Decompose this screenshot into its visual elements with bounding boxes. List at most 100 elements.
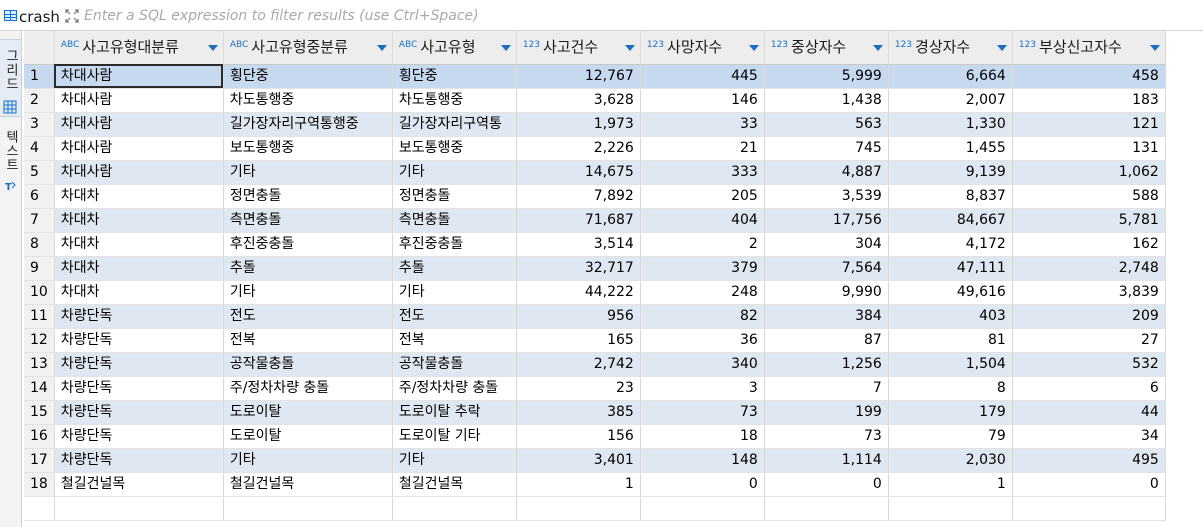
table-cell[interactable]: 차량단독: [54, 352, 224, 377]
row-number[interactable]: 17: [24, 448, 55, 473]
table-cell[interactable]: 차량단독: [54, 328, 224, 353]
table-cell[interactable]: 4,172: [888, 232, 1013, 257]
table-cell[interactable]: 3,401: [516, 448, 641, 473]
table-cell[interactable]: 3,514: [516, 232, 641, 257]
entity-name[interactable]: crash: [19, 8, 60, 26]
table-cell[interactable]: 44: [1012, 400, 1166, 425]
table-row[interactable]: 14 차량단독 주/정차차량 충돌 주/정차차량 충돌 23 3 7 8 6: [24, 376, 1166, 401]
row-number[interactable]: 13: [24, 352, 55, 377]
table-cell[interactable]: 2,742: [516, 352, 641, 377]
table-row[interactable]: 4 차대사람 보도통행중 보도통행중 2,226 21 745 1,455 131: [24, 136, 1166, 161]
table-cell[interactable]: 차량단독: [54, 424, 224, 449]
table-cell[interactable]: 445: [640, 64, 765, 89]
row-number[interactable]: 14: [24, 376, 55, 401]
table-cell[interactable]: 49,616: [888, 280, 1013, 305]
table-cell[interactable]: 205: [640, 184, 765, 209]
row-number[interactable]: 16: [24, 424, 55, 449]
table-cell[interactable]: 보도통행중: [392, 136, 517, 161]
table-cell[interactable]: 1,330: [888, 112, 1013, 137]
table-cell[interactable]: 79: [888, 424, 1013, 449]
column-header[interactable]: 123 사고건수: [516, 31, 641, 65]
table-cell[interactable]: 기타: [392, 280, 517, 305]
filter-dropdown-icon[interactable]: [996, 45, 1007, 51]
table-cell[interactable]: 1: [888, 472, 1013, 497]
table-cell[interactable]: 165: [516, 328, 641, 353]
column-header[interactable]: 123 경상자수: [888, 31, 1013, 65]
table-cell[interactable]: 2,226: [516, 136, 641, 161]
table-row[interactable]: 1 차대사람 횡단중 횡단중 12,767 445 5,999 6,664 458: [24, 64, 1166, 89]
row-number[interactable]: 9: [24, 256, 55, 281]
table-cell[interactable]: 183: [1012, 88, 1166, 113]
table-cell[interactable]: 차량단독: [54, 304, 224, 329]
table-cell[interactable]: 146: [640, 88, 765, 113]
table-cell[interactable]: 후진중충돌: [223, 232, 393, 257]
table-cell[interactable]: 6: [1012, 376, 1166, 401]
table-cell[interactable]: 기타: [223, 448, 393, 473]
table-cell[interactable]: 횡단중: [223, 64, 393, 89]
row-number[interactable]: 5: [24, 160, 55, 185]
table-cell[interactable]: 248: [640, 280, 765, 305]
table-cell[interactable]: 32,717: [516, 256, 641, 281]
table-row[interactable]: 13 차량단독 공작물충돌 공작물충돌 2,742 340 1,256 1,504 532: [24, 352, 1166, 377]
table-cell[interactable]: 전도: [392, 304, 517, 329]
table-cell[interactable]: 47,111: [888, 256, 1013, 281]
table-cell[interactable]: 7,564: [764, 256, 889, 281]
table-cell[interactable]: 기타: [392, 160, 517, 185]
table-cell[interactable]: 956: [516, 304, 641, 329]
table-cell[interactable]: 21: [640, 136, 765, 161]
table-cell[interactable]: 전복: [223, 328, 393, 353]
table-cell[interactable]: 차량단독: [54, 448, 224, 473]
filter-input[interactable]: [84, 6, 1194, 26]
row-number[interactable]: 7: [24, 208, 55, 233]
table-cell[interactable]: 1,256: [764, 352, 889, 377]
table-cell[interactable]: 563: [764, 112, 889, 137]
table-cell[interactable]: 차대차: [54, 280, 224, 305]
table-cell[interactable]: 1,973: [516, 112, 641, 137]
table-cell[interactable]: 차대사람: [54, 88, 224, 113]
table-row[interactable]: 16 차량단독 도로이탈 도로이탈 기타 156 18 73 79 34: [24, 424, 1166, 449]
table-cell[interactable]: 71,687: [516, 208, 641, 233]
table-cell[interactable]: 도로이탈: [223, 400, 393, 425]
row-number[interactable]: 15: [24, 400, 55, 425]
table-cell[interactable]: 전도: [223, 304, 393, 329]
table-cell[interactable]: 199: [764, 400, 889, 425]
table-cell[interactable]: 44,222: [516, 280, 641, 305]
table-cell[interactable]: 5,999: [764, 64, 889, 89]
table-cell[interactable]: 588: [1012, 184, 1166, 209]
table-cell[interactable]: 131: [1012, 136, 1166, 161]
table-cell[interactable]: 384: [764, 304, 889, 329]
table-cell[interactable]: 23: [516, 376, 641, 401]
table-cell[interactable]: 33: [640, 112, 765, 137]
table-cell[interactable]: 340: [640, 352, 765, 377]
table-cell[interactable]: 전복: [392, 328, 517, 353]
table-cell[interactable]: 정면충돌: [392, 184, 517, 209]
table-cell[interactable]: 차대차: [54, 232, 224, 257]
table-cell[interactable]: 532: [1012, 352, 1166, 377]
column-header[interactable]: ABC 사고유형중분류: [223, 31, 393, 65]
table-cell[interactable]: 차대사람: [54, 136, 224, 161]
table-cell[interactable]: 18: [640, 424, 765, 449]
row-number[interactable]: 12: [24, 328, 55, 353]
row-number[interactable]: 10: [24, 280, 55, 305]
table-cell[interactable]: 81: [888, 328, 1013, 353]
table-cell[interactable]: 후진중충돌: [392, 232, 517, 257]
table-cell[interactable]: 2: [640, 232, 765, 257]
tab-grid[interactable]: 그리드: [0, 39, 21, 117]
table-cell[interactable]: 73: [764, 424, 889, 449]
table-cell[interactable]: 4,887: [764, 160, 889, 185]
table-cell[interactable]: 9,990: [764, 280, 889, 305]
table-cell[interactable]: 보도통행중: [223, 136, 393, 161]
table-cell[interactable]: 1,114: [764, 448, 889, 473]
table-cell[interactable]: 길가장자리구역통: [392, 112, 517, 137]
table-cell[interactable]: 주/정차차량 충돌: [223, 376, 393, 401]
table-cell[interactable]: 3,628: [516, 88, 641, 113]
table-row[interactable]: 8 차대차 후진중충돌 후진중충돌 3,514 2 304 4,172 162: [24, 232, 1166, 257]
column-header[interactable]: 123 중상자수: [764, 31, 889, 65]
table-cell[interactable]: 도로이탈 기타: [392, 424, 517, 449]
table-cell[interactable]: 정면충돌: [223, 184, 393, 209]
table-cell[interactable]: 기타: [392, 448, 517, 473]
table-row[interactable]: 6 차대차 정면충돌 정면충돌 7,892 205 3,539 8,837 588: [24, 184, 1166, 209]
table-row[interactable]: 11 차량단독 전도 전도 956 82 384 403 209: [24, 304, 1166, 329]
table-cell[interactable]: 추돌: [392, 256, 517, 281]
table-row[interactable]: 7 차대차 측면충돌 측면충돌 71,687 404 17,756 84,667 5,781: [24, 208, 1166, 233]
